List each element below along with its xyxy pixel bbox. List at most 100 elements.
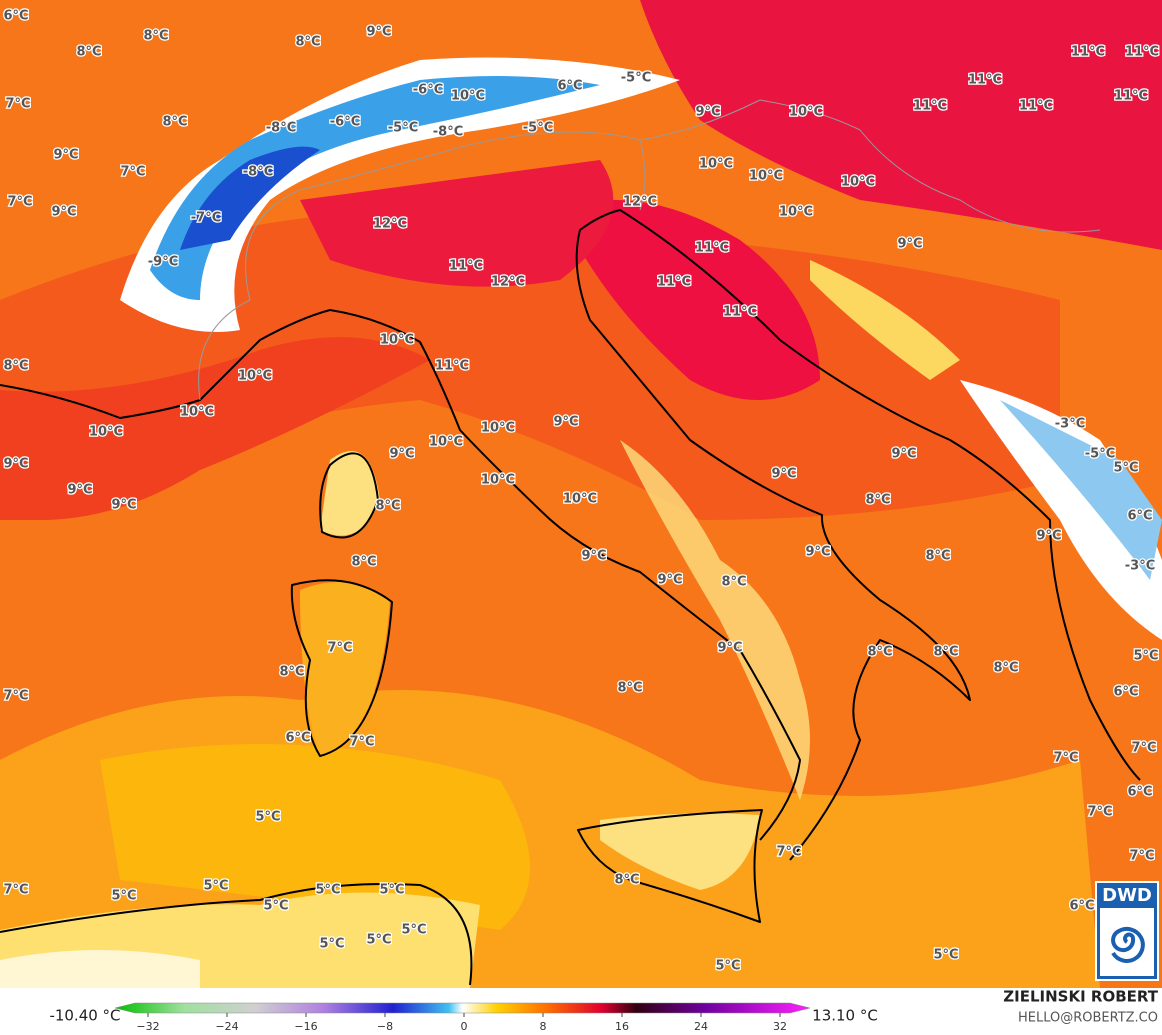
temperature-label: 10°C <box>841 175 875 190</box>
temperature-label: 5°C <box>319 937 344 952</box>
temperature-label: 6°C <box>557 79 582 94</box>
temperature-label: -9°C <box>148 255 178 270</box>
temperature-label: 10°C <box>699 157 733 172</box>
temperature-label: 7°C <box>3 883 28 898</box>
temperature-label: 12°C <box>623 195 657 210</box>
colorbar-tick-label: −8 <box>377 1020 393 1033</box>
temperature-label: 9°C <box>53 148 78 163</box>
temperature-label: 8°C <box>617 681 642 696</box>
temperature-label: 6°C <box>1127 785 1152 800</box>
temperature-label: -5°C <box>388 121 418 136</box>
temperature-labels: 6°C 8°C 8°C 8°C 9°C 11°C 11°C 7°C 8°C -6°C 10°C 6°C… <box>2 7 1160 975</box>
temperature-label: 11°C <box>913 99 947 114</box>
temperature-label: -3°C <box>1055 417 1085 432</box>
temperature-label: 7°C <box>349 735 374 750</box>
temperature-label: 9°C <box>1036 529 1061 544</box>
temperature-label: 9°C <box>51 205 76 220</box>
temperature-label: 6°C <box>285 731 310 746</box>
temperature-label: 5°C <box>1113 461 1138 476</box>
temperature-label: 9°C <box>366 25 391 40</box>
credit-email: HELLO@ROBERTZ.CO <box>1018 1011 1158 1026</box>
temperature-label: 7°C <box>327 641 352 656</box>
temperature-label: 11°C <box>723 305 757 320</box>
temperature-label: 9°C <box>67 483 92 498</box>
temperature-label: 8°C <box>351 555 376 570</box>
temperature-label: 10°C <box>481 421 515 436</box>
temperature-label: 10°C <box>380 333 414 348</box>
temperature-label: 5°C <box>203 879 228 894</box>
temperature-label: 7°C <box>120 165 145 180</box>
temperature-label: 5°C <box>933 948 958 963</box>
legend-min: -10.40 °C <box>49 1007 120 1025</box>
temperature-label: 10°C <box>779 205 813 220</box>
temperature-label: 11°C <box>657 275 691 290</box>
temperature-label: 9°C <box>771 467 796 482</box>
temperature-label: 9°C <box>657 573 682 588</box>
temperature-label: 7°C <box>776 845 801 860</box>
temperature-label: 9°C <box>581 549 606 564</box>
temperature-label: 5°C <box>111 889 136 904</box>
temperature-label: 5°C <box>263 899 288 914</box>
dwd-logo: DWD <box>1095 881 1159 981</box>
temperature-label: -8°C <box>243 165 273 180</box>
colorbar-tick-label: −16 <box>294 1020 317 1033</box>
temperature-label: 9°C <box>695 105 720 120</box>
legend-bar: -10.40 °C 13.10 °C ZIELINSKI ROBERT HELL… <box>0 988 1162 1035</box>
temperature-label: 8°C <box>3 359 28 374</box>
temperature-label: 8°C <box>867 645 892 660</box>
temperature-label: 10°C <box>481 473 515 488</box>
temperature-label: 5°C <box>401 923 426 938</box>
temperature-label: 5°C <box>366 933 391 948</box>
colorbar-tick-label: 8 <box>540 1020 547 1033</box>
credit-name: ZIELINSKI ROBERT <box>1003 988 1158 1006</box>
temperature-label: 10°C <box>563 492 597 507</box>
temperature-label: 8°C <box>925 549 950 564</box>
temperature-label: 8°C <box>279 665 304 680</box>
temperature-label: 7°C <box>1131 741 1156 756</box>
colorbar-tick-label: 16 <box>615 1020 629 1033</box>
temperature-label: 5°C <box>379 883 404 898</box>
temperature-label: 8°C <box>162 115 187 130</box>
legend-max: 13.10 °C <box>812 1007 878 1025</box>
temperature-label: 8°C <box>865 493 890 508</box>
temperature-label: 6°C <box>3 9 28 24</box>
temperature-label: 8°C <box>721 575 746 590</box>
temperature-label: 5°C <box>315 883 340 898</box>
temperature-label: 5°C <box>1133 649 1158 664</box>
temperature-label: 11°C <box>695 241 729 256</box>
temperature-label: 7°C <box>7 195 32 210</box>
temperature-label: 9°C <box>111 498 136 513</box>
temperature-label: -5°C <box>621 71 651 86</box>
temperature-label: 10°C <box>238 369 272 384</box>
temperature-label: 9°C <box>389 447 414 462</box>
temperature-label: 11°C <box>1114 89 1148 104</box>
temperature-label: 11°C <box>1125 45 1159 60</box>
temperature-label: -6°C <box>330 115 360 130</box>
temperature-label: 10°C <box>429 435 463 450</box>
temperature-label: -5°C <box>1085 447 1115 462</box>
temperature-label: 9°C <box>553 415 578 430</box>
coastlines <box>0 99 1141 986</box>
temperature-label: -6°C <box>413 83 443 98</box>
temperature-label: 7°C <box>1129 849 1154 864</box>
temperature-label: 8°C <box>143 29 168 44</box>
colorbar-ticks: −32 −24 −16 −8 0 8 16 24 32 <box>136 1013 787 1033</box>
logo-text: DWD <box>1102 885 1152 906</box>
temperature-label: 5°C <box>715 959 740 974</box>
temperature-label: 8°C <box>933 645 958 660</box>
temperature-label: 9°C <box>3 457 28 472</box>
temperature-label: 10°C <box>89 425 123 440</box>
temperature-label: -3°C <box>1125 559 1155 574</box>
temperature-label: 6°C <box>1113 685 1138 700</box>
temperature-label: 10°C <box>451 89 485 104</box>
temperature-label: 8°C <box>614 873 639 888</box>
temperature-label: -7°C <box>191 211 221 226</box>
temperature-label: 10°C <box>749 169 783 184</box>
temperature-label: 9°C <box>717 641 742 656</box>
temperature-label: 7°C <box>1053 751 1078 766</box>
temperature-label: 6°C <box>1069 899 1094 914</box>
temperature-label: 6°C <box>1127 509 1152 524</box>
temperature-label: 12°C <box>373 217 407 232</box>
temperature-label: 9°C <box>897 237 922 252</box>
